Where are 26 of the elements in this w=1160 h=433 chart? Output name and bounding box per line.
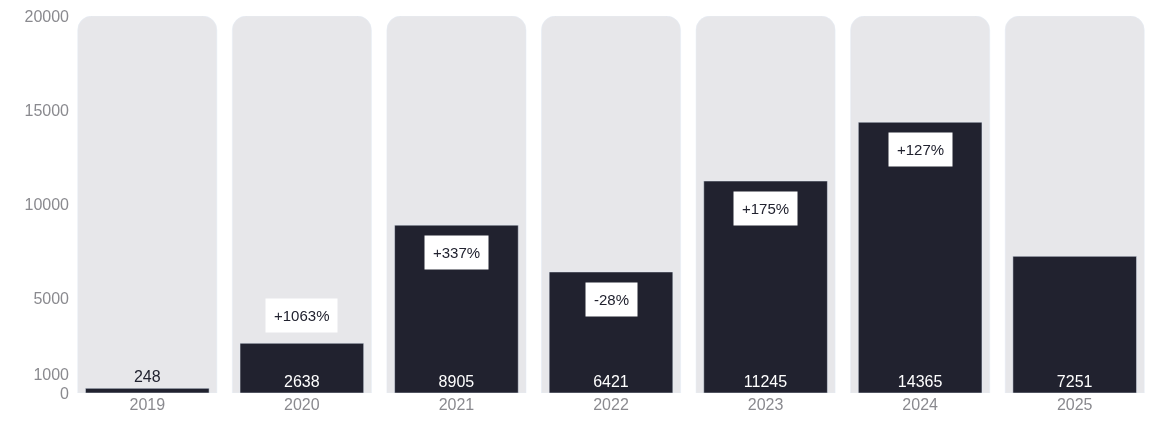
x-tick-label: 2024 <box>902 396 939 413</box>
data-label: 14365 <box>897 373 943 390</box>
y-tick-label: 15000 <box>24 101 70 119</box>
y-tick-label: 10000 <box>24 196 70 214</box>
annotation: +127% <box>897 141 945 158</box>
data-label: 6421 <box>593 373 629 390</box>
x-tick-label: 2023 <box>747 396 784 413</box>
x-tick-label: 2019 <box>129 396 166 413</box>
data-label: 7251 <box>1056 373 1093 390</box>
data-label: 248 <box>133 368 161 386</box>
y-tick-label: 5000 <box>33 290 70 308</box>
y-tick-label: 20000 <box>24 7 70 25</box>
annotation: +175% <box>742 200 790 217</box>
x-tick-label: 2025 <box>1056 396 1093 413</box>
annotation: +1063% <box>274 307 330 324</box>
annotation: -28% <box>594 291 630 308</box>
x-tick-label: 2022 <box>593 396 629 413</box>
x-tick-label: 2020 <box>284 396 320 413</box>
bar <box>77 16 218 393</box>
data-label: 2638 <box>284 373 320 390</box>
data-label: 8905 <box>438 373 475 390</box>
data-label: 11245 <box>743 373 788 390</box>
y-tick-label: 0 <box>60 384 70 402</box>
annotation: +337% <box>433 244 481 261</box>
y-tick-label: 1000 <box>33 365 70 383</box>
x-tick-label: 2021 <box>438 396 475 413</box>
